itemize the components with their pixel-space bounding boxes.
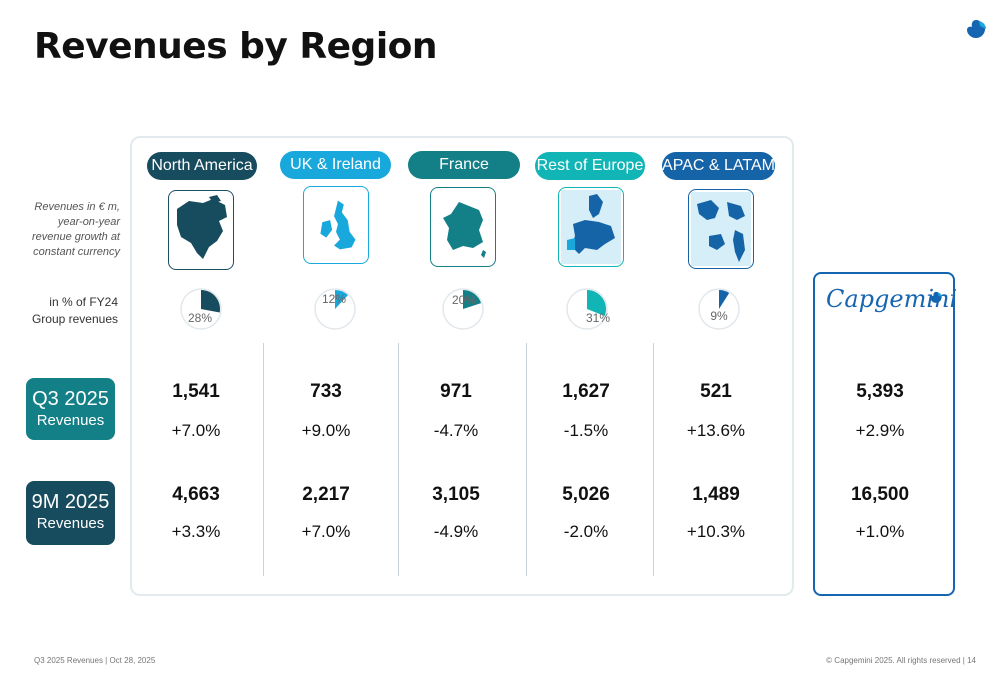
- apac-latam-map-icon: [688, 189, 754, 269]
- uk-ireland-q3-value: 733: [310, 381, 342, 402]
- capgemini-spade-icon: [967, 20, 986, 38]
- north-america-9m-value: 4,663: [172, 484, 220, 505]
- uk-ireland-map-icon: [303, 186, 369, 264]
- region-label-france: France: [408, 151, 520, 179]
- uk-ireland-share-label: 12%: [321, 292, 347, 306]
- group-q3-growth: +2.9%: [855, 421, 905, 440]
- uk-ireland-9m-growth: +7.0%: [301, 522, 351, 541]
- share-note: in % of FY24 Group revenues: [20, 294, 118, 328]
- column-divider: [263, 343, 264, 576]
- north-america-share-pie: [180, 288, 222, 330]
- share-note-line1: in % of FY24: [49, 295, 118, 309]
- region-label-rest-of-europe: Rest of Europe: [535, 152, 645, 180]
- france-9m-growth: -4.9%: [433, 522, 479, 541]
- france-q3-growth: -4.7%: [433, 421, 479, 440]
- north-america-share-label: 28%: [187, 311, 213, 325]
- france-share-label: 20%: [451, 293, 477, 307]
- column-divider: [526, 343, 527, 576]
- revenue-note: Revenues in € m, year-on-year revenue gr…: [31, 201, 120, 258]
- rest-of-europe-share-label: 31%: [585, 311, 611, 325]
- apac-latam-share-label: 9%: [710, 309, 728, 323]
- share-note-line2: Group revenues: [31, 312, 118, 326]
- capgemini-spade-icon: [930, 291, 943, 303]
- 9m-period: 9M 2025: [31, 491, 110, 513]
- apac-latam-q3-growth: +13.6%: [686, 421, 746, 440]
- apac-latam-share-pie: [698, 288, 740, 330]
- group-total-box: [813, 272, 955, 596]
- group-9m-growth: +1.0%: [855, 522, 905, 541]
- north-america-q3-value: 1,541: [172, 381, 220, 402]
- regions-panel: [130, 136, 794, 596]
- apac-latam-9m-value: 1,489: [692, 484, 740, 505]
- rest-of-europe-9m-value: 5,026: [562, 484, 610, 505]
- uk-ireland-share-pie: [314, 288, 356, 330]
- uk-ireland-9m-value: 2,217: [302, 484, 350, 505]
- north-america-map-icon: [168, 190, 234, 270]
- column-divider: [398, 343, 399, 576]
- capgemini-logo: Capgemini: [826, 285, 957, 319]
- europe-map-icon: [558, 187, 624, 267]
- rest-of-europe-share-slice: [587, 290, 607, 316]
- north-america-share-slice: [201, 290, 220, 313]
- apac-latam-9m-growth: +10.3%: [686, 522, 746, 541]
- apac-latam-share-slice: [719, 290, 730, 309]
- region-label-north-america: North America: [147, 152, 257, 180]
- q3-label: Revenues: [36, 412, 105, 429]
- france-share-slice: [463, 290, 482, 309]
- north-america-q3-growth: +7.0%: [171, 421, 221, 440]
- group-9m-value: 16,500: [850, 484, 910, 505]
- north-america-9m-growth: +3.3%: [171, 522, 221, 541]
- q3-2025-badge: Q3 2025 Revenues: [26, 378, 115, 440]
- page-title: Revenues by Region: [34, 26, 438, 67]
- 9m-label: Revenues: [36, 515, 105, 532]
- rest-of-europe-q3-value: 1,627: [562, 381, 610, 402]
- 9m-2025-badge: 9M 2025 Revenues: [26, 481, 115, 545]
- france-q3-value: 971: [440, 381, 472, 402]
- france-9m-value: 3,105: [432, 484, 480, 505]
- france-share-pie: [442, 288, 484, 330]
- region-label-apac-latam: APAC & LATAM: [662, 152, 775, 180]
- uk-ireland-q3-growth: +9.0%: [301, 421, 351, 440]
- rest-of-europe-9m-growth: -2.0%: [563, 522, 609, 541]
- region-label-uk-ireland: UK & Ireland: [280, 151, 391, 179]
- apac-latam-q3-value: 521: [700, 381, 732, 402]
- group-q3-value: 5,393: [856, 381, 904, 402]
- france-map-icon: [430, 187, 496, 267]
- footer-left: Q3 2025 Revenues | Oct 28, 2025: [34, 656, 156, 665]
- footer-right: © Capgemini 2025. All rights reserved | …: [826, 656, 976, 665]
- column-divider: [653, 343, 654, 576]
- q3-period: Q3 2025: [32, 388, 109, 410]
- rest-of-europe-share-pie: [566, 288, 608, 330]
- uk-ireland-share-slice: [335, 290, 349, 309]
- rest-of-europe-q3-growth: -1.5%: [563, 421, 609, 440]
